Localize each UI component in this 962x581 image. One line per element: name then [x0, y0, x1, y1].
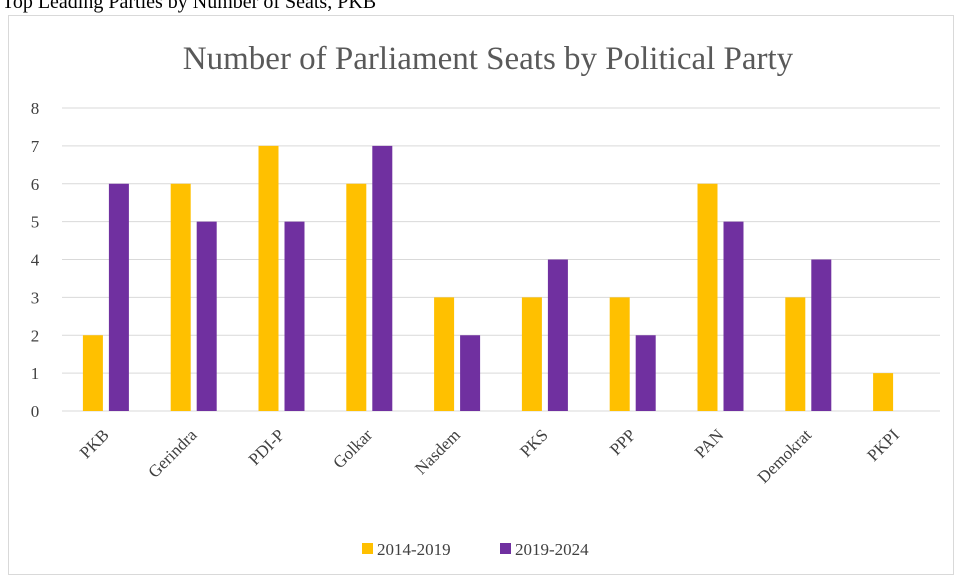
bar-2019-2024-Golkar — [372, 145, 393, 411]
bar-2014-2019-PKB — [82, 335, 103, 411]
bar-2014-2019-Demokrat — [785, 297, 806, 411]
x-tick-label: PKB — [76, 425, 113, 462]
y-tick-label: 5 — [31, 213, 40, 232]
x-tick-label: Gerindra — [144, 425, 200, 481]
bar-2019-2024-PDI-P — [284, 221, 305, 411]
y-tick-label: 1 — [31, 364, 40, 383]
y-tick-label: 2 — [31, 326, 40, 345]
bar-2014-2019-Gerindra — [170, 183, 191, 411]
bar-2014-2019-Nasdem — [434, 297, 455, 411]
x-tick-label: PKS — [516, 425, 551, 460]
legend-label: 2019-2024 — [515, 540, 589, 559]
bar-2014-2019-PKS — [521, 297, 542, 411]
x-tick-label: PPP — [606, 425, 639, 458]
y-tick-label: 7 — [31, 137, 40, 156]
x-tick-label: PAN — [691, 425, 727, 461]
legend-item: 2014-2019 — [362, 540, 451, 559]
y-tick-label: 3 — [31, 288, 40, 307]
legend-swatch — [500, 543, 511, 554]
bar-2014-2019-PAN — [697, 183, 718, 411]
legend-item: 2019-2024 — [500, 540, 589, 559]
bar-2014-2019-Golkar — [346, 183, 367, 411]
chart-title: Number of Parliament Seats by Political … — [183, 41, 794, 77]
y-tick-label: 6 — [31, 175, 40, 194]
y-tick-label: 8 — [31, 99, 40, 118]
y-tick-label: 4 — [31, 251, 40, 270]
legend: 2014-2019 2019-2024 — [362, 540, 589, 559]
bar-2014-2019-PKPI — [873, 373, 894, 411]
x-tick-label: Demokrat — [754, 425, 816, 487]
x-tick-label: Nasdem — [411, 425, 464, 478]
bar-2019-2024-PKB — [108, 183, 129, 411]
bar-2019-2024-Demokrat — [811, 259, 832, 411]
x-tick-label: PDI-P — [245, 425, 288, 468]
bar-2019-2024-Gerindra — [196, 221, 217, 411]
bar-2019-2024-Nasdem — [460, 335, 481, 411]
x-axis-labels: PKB Gerindra PDI-P Golkar Nasdem PKS PPP PAN Dem… — [76, 425, 903, 487]
x-tick-label: PKPI — [863, 425, 903, 465]
caption-text: Top Leading Parties by Number of Seats, … — [2, 0, 377, 13]
x-tick-label: Golkar — [329, 425, 376, 472]
bar-2014-2019-PPP — [609, 297, 630, 411]
legend-swatch — [362, 543, 373, 554]
bar-2019-2024-PPP — [635, 335, 656, 411]
bars — [82, 145, 894, 411]
legend-label: 2014-2019 — [377, 540, 451, 559]
caption-strip: Top Leading Parties by Number of Seats, … — [0, 0, 962, 20]
bar-2014-2019-PDI-P — [258, 145, 279, 411]
y-axis-ticks: 0 1 2 3 4 5 6 7 8 — [31, 99, 40, 421]
y-tick-label: 0 — [31, 402, 40, 421]
bar-2019-2024-PAN — [723, 221, 744, 411]
gridlines — [62, 107, 940, 412]
bar-2019-2024-PKS — [547, 259, 568, 411]
